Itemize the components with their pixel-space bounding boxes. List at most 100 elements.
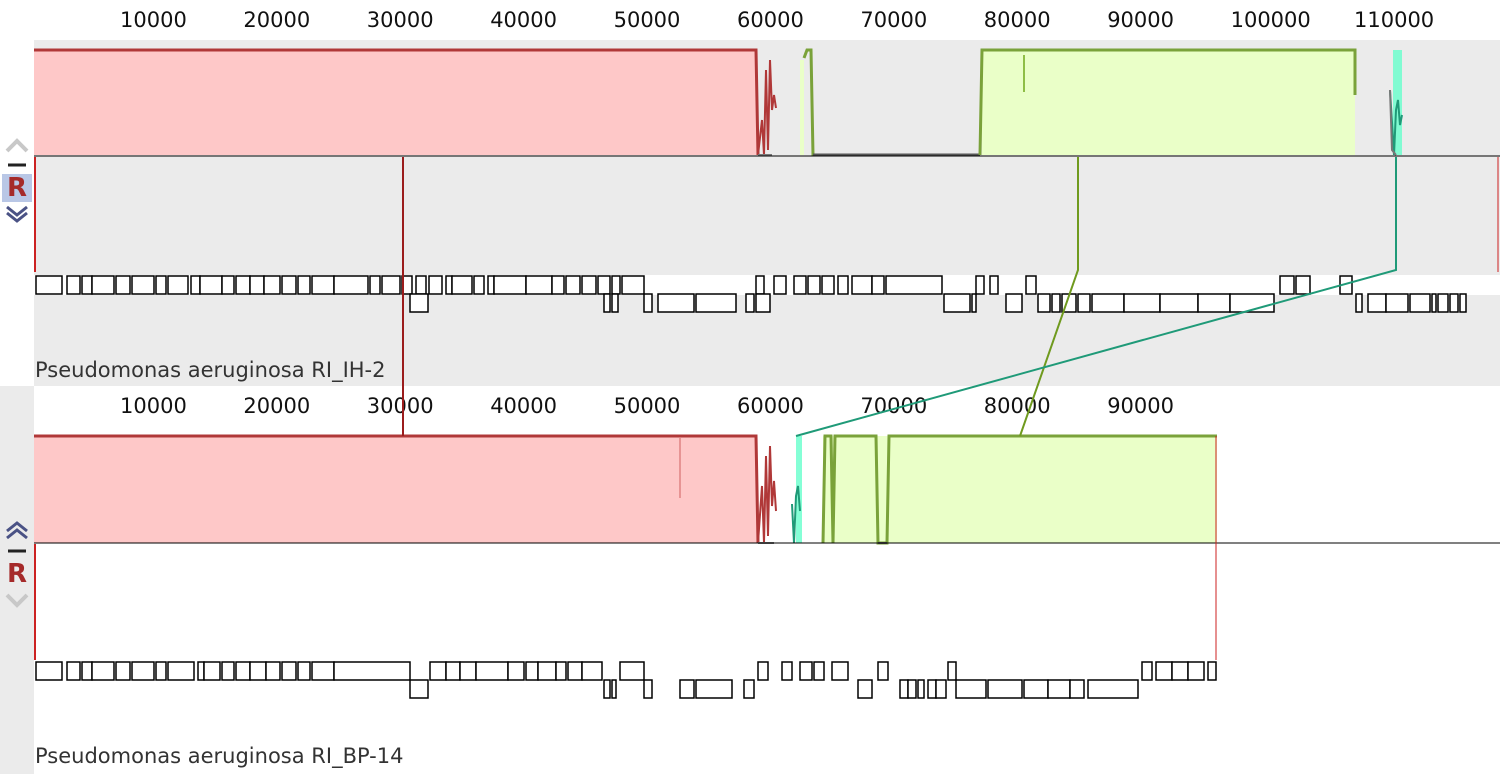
lcb-block-green[interactable] xyxy=(982,50,1355,155)
gene-box[interactable] xyxy=(1279,275,1295,295)
gene-box[interactable] xyxy=(1449,293,1459,313)
gene-box[interactable] xyxy=(807,275,821,295)
gene-box[interactable] xyxy=(619,661,645,681)
gene-box[interactable] xyxy=(131,661,155,681)
gene-box[interactable] xyxy=(81,275,93,295)
gene-box[interactable] xyxy=(428,275,443,295)
gene-box[interactable] xyxy=(885,275,943,295)
gene-box[interactable] xyxy=(565,275,581,295)
gene-box[interactable] xyxy=(555,661,567,681)
genome2-track[interactable]: 10000 20000 30000 40000 50000 60000 70000 80000… xyxy=(34,386,1500,774)
gene-box[interactable] xyxy=(429,661,447,681)
gene-box[interactable] xyxy=(581,275,597,295)
gene-box[interactable] xyxy=(525,275,553,295)
gene-box[interactable] xyxy=(567,661,583,681)
lcb-block-red[interactable] xyxy=(34,50,758,155)
minus-icon[interactable] xyxy=(2,542,32,560)
gene-box[interactable] xyxy=(831,661,849,681)
gene-box[interactable] xyxy=(1431,293,1437,313)
gene-box[interactable] xyxy=(115,661,131,681)
minus-icon[interactable] xyxy=(2,156,32,174)
gene-box[interactable] xyxy=(409,293,429,313)
gene-box[interactable] xyxy=(66,661,81,681)
gene-box[interactable] xyxy=(611,275,621,295)
gene-box[interactable] xyxy=(281,661,297,681)
gene-box[interactable] xyxy=(611,679,617,699)
gene-box[interactable] xyxy=(1087,679,1139,699)
gene-box[interactable] xyxy=(1437,293,1449,313)
gene-box[interactable] xyxy=(197,661,205,681)
gene-box[interactable] xyxy=(1051,293,1061,313)
gene-box[interactable] xyxy=(1069,679,1085,699)
genome1-track[interactable]: 10000 20000 30000 40000 50000 60000 70000 80000… xyxy=(34,0,1500,386)
gene-box[interactable] xyxy=(851,275,873,295)
gene-box[interactable] xyxy=(975,275,985,295)
gene-box[interactable] xyxy=(1295,275,1311,295)
gene-box[interactable] xyxy=(1197,293,1231,313)
gene-box[interactable] xyxy=(773,275,787,295)
gene-box[interactable] xyxy=(369,275,381,295)
gene-box[interactable] xyxy=(155,275,167,295)
gene-box[interactable] xyxy=(1005,293,1023,313)
gene-box[interactable] xyxy=(643,293,653,313)
gene-box[interactable] xyxy=(603,679,611,699)
gene-box[interactable] xyxy=(333,275,369,295)
gene-box[interactable] xyxy=(917,679,925,699)
gene-box[interactable] xyxy=(1159,293,1199,313)
lcb-block-red[interactable] xyxy=(34,436,758,543)
gene-box[interactable] xyxy=(249,275,265,295)
gene-box[interactable] xyxy=(813,661,825,681)
gene-box[interactable] xyxy=(445,275,453,295)
gene-box[interactable] xyxy=(167,661,195,681)
gene-box[interactable] xyxy=(167,275,189,295)
gene-box[interactable] xyxy=(679,679,695,699)
gene-box[interactable] xyxy=(493,275,527,295)
gene-box[interactable] xyxy=(1037,293,1051,313)
gene-box[interactable] xyxy=(955,679,987,699)
gene-box[interactable] xyxy=(311,275,335,295)
gene-box[interactable] xyxy=(445,661,461,681)
gene-box[interactable] xyxy=(899,679,909,699)
gene-box[interactable] xyxy=(525,661,539,681)
gene-box[interactable] xyxy=(1077,293,1091,313)
gene-box[interactable] xyxy=(757,661,769,681)
gene-box[interactable] xyxy=(131,275,155,295)
gene-box[interactable] xyxy=(115,275,131,295)
gene-box[interactable] xyxy=(755,293,771,313)
gene-box[interactable] xyxy=(793,275,807,295)
gene-box[interactable] xyxy=(311,661,335,681)
gene-box[interactable] xyxy=(81,661,93,681)
gene-box[interactable] xyxy=(1047,679,1071,699)
gene-box[interactable] xyxy=(657,293,695,313)
gene-box[interactable] xyxy=(745,293,755,313)
chevron-up-icon[interactable] xyxy=(2,520,32,542)
gene-box[interactable] xyxy=(473,275,485,295)
gene-box[interactable] xyxy=(66,275,81,295)
gene-box[interactable] xyxy=(621,275,645,295)
gene-box[interactable] xyxy=(871,275,885,295)
gene-box[interactable] xyxy=(221,661,235,681)
gene-box[interactable] xyxy=(297,275,311,295)
gene-box[interactable] xyxy=(333,661,411,681)
gene-box[interactable] xyxy=(1367,293,1387,313)
gene-box[interactable] xyxy=(551,275,565,295)
gene-box[interactable] xyxy=(837,275,849,295)
gene-box[interactable] xyxy=(799,661,813,681)
gene-box[interactable] xyxy=(1207,661,1217,681)
gene-box[interactable] xyxy=(1409,293,1431,313)
gene-box[interactable] xyxy=(987,679,1023,699)
gene-box[interactable] xyxy=(1229,293,1275,313)
gene-box[interactable] xyxy=(935,679,947,699)
gene-box[interactable] xyxy=(1023,679,1049,699)
gene-box[interactable] xyxy=(401,275,413,295)
gene-box[interactable] xyxy=(281,275,297,295)
gene-box[interactable] xyxy=(695,293,737,313)
gene-box[interactable] xyxy=(475,661,509,681)
gene-box[interactable] xyxy=(603,293,611,313)
gene-box[interactable] xyxy=(1025,275,1037,295)
gene-box[interactable] xyxy=(643,679,653,699)
gene-box[interactable] xyxy=(877,661,889,681)
gene-box[interactable] xyxy=(265,661,281,681)
gene-box[interactable] xyxy=(971,293,977,313)
gene-box[interactable] xyxy=(459,661,477,681)
